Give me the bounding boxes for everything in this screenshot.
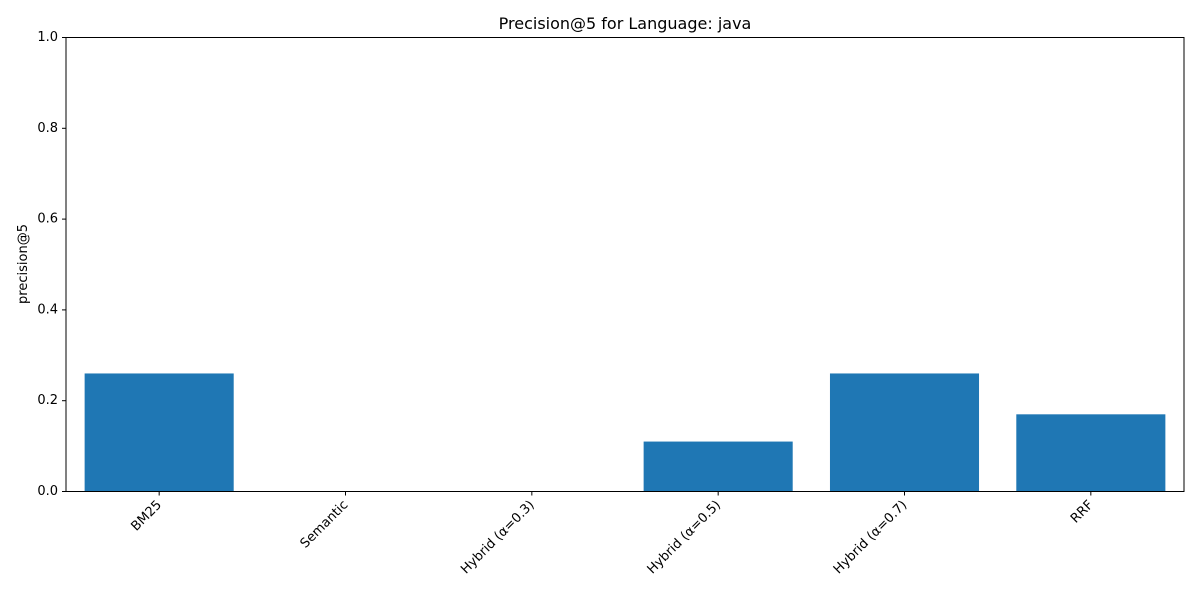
x-tick-label: Hybrid (α=0.3) (458, 498, 537, 577)
x-axis-ticks: BM25 Semantic Hybrid (α=0.3) Hybrid (α=0.5)… (128, 491, 1097, 577)
chart-title: Precision@5 for Language: java (499, 14, 752, 33)
bar (829, 373, 980, 492)
y-tick-label: 0.4 (37, 302, 58, 317)
y-axis-label: precision@5 (16, 224, 31, 304)
bar (1016, 414, 1166, 492)
y-tick-label: 0.8 (37, 121, 58, 136)
bar (84, 373, 234, 492)
plot-frame (65, 37, 1185, 492)
y-tick-label: 0.2 (37, 393, 58, 408)
bars-group (84, 373, 1166, 492)
x-tick-label: BM25 (128, 498, 165, 535)
y-tick-label: 1.0 (37, 30, 58, 45)
y-tick-label: 0.6 (37, 212, 58, 227)
y-axis-ticks: 0.0 0.2 0.4 0.6 0.8 1.0 (37, 30, 66, 499)
x-tick-label: Hybrid (α=0.7) (831, 498, 910, 577)
x-tick-label: RRF (1068, 498, 1097, 527)
bar (643, 441, 793, 492)
x-tick-label: Hybrid (α=0.5) (645, 498, 724, 577)
y-tick-label: 0.0 (37, 484, 58, 499)
x-tick-label: Semantic (298, 498, 352, 552)
